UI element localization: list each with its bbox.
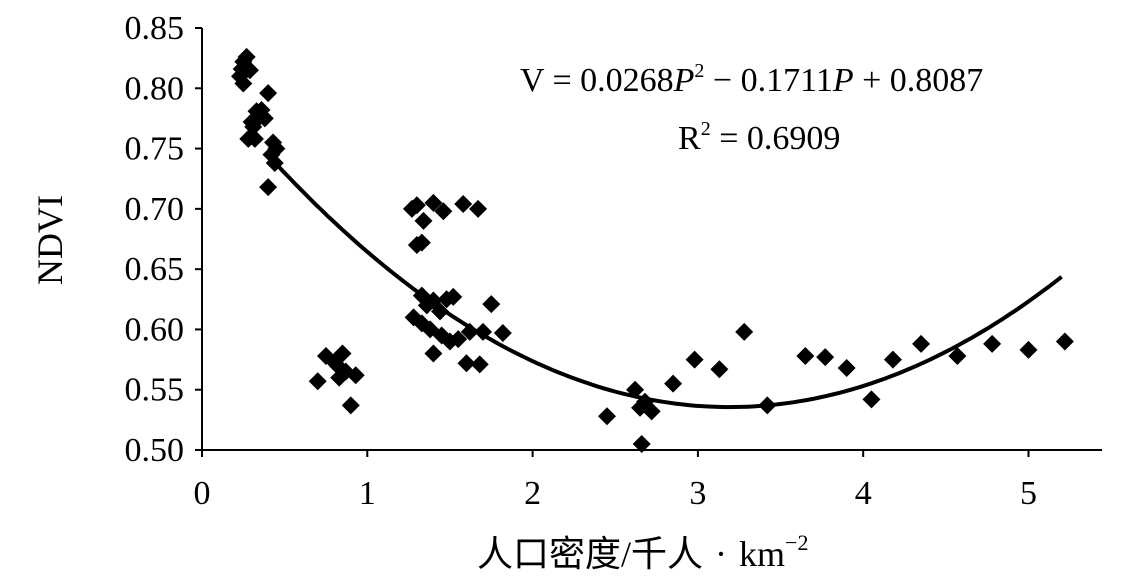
data-point [308, 372, 327, 391]
data-point [444, 287, 463, 306]
x-tick-label: 1 [359, 475, 376, 512]
y-tick-label: 0.85 [125, 10, 185, 47]
data-point [482, 295, 501, 314]
data-point [862, 390, 881, 409]
data-point [449, 330, 468, 349]
data-point [259, 178, 278, 197]
data-point [245, 129, 264, 148]
x-tick-label: 0 [194, 475, 211, 512]
data-point [948, 346, 967, 365]
data-point [424, 344, 443, 363]
data-point [642, 402, 661, 421]
data-point [454, 195, 473, 214]
y-tick-label: 0.50 [125, 432, 185, 469]
data-point [434, 202, 453, 221]
data-point [240, 61, 259, 80]
data-point [259, 84, 278, 103]
data-point [983, 334, 1002, 353]
y-axis-label: NDVI [30, 195, 70, 285]
data-point [710, 360, 729, 379]
data-point [597, 407, 616, 426]
r-squared-annotation: R2 = 0.6909 [678, 118, 840, 157]
fit-curve [274, 162, 1063, 410]
data-point [837, 359, 856, 378]
data-point [796, 346, 815, 365]
y-tick-label: 0.55 [125, 372, 185, 409]
data-point [414, 211, 433, 230]
data-point [883, 350, 902, 369]
x-tick-label: 3 [689, 475, 706, 512]
data-point [912, 334, 931, 353]
data-points [231, 47, 1074, 453]
data-point [244, 117, 263, 136]
y-tick-label: 0.75 [125, 131, 185, 168]
y-tick-label: 0.65 [125, 251, 185, 288]
y-tick-label: 0.70 [125, 191, 185, 228]
data-point [685, 350, 704, 369]
data-point [346, 366, 365, 385]
y-tick-label: 0.60 [125, 311, 185, 348]
data-point [735, 322, 754, 341]
equation-annotation: V = 0.0268P2 − 0.1711P + 0.8087 [520, 60, 983, 99]
data-point [341, 396, 360, 415]
x-tick-label: 4 [855, 475, 872, 512]
axes [201, 28, 1102, 451]
data-point [816, 348, 835, 367]
y-tick-label: 0.80 [125, 70, 185, 107]
data-point [424, 193, 443, 212]
x-tick-label: 5 [1020, 475, 1037, 512]
data-point [470, 355, 489, 374]
data-point [407, 196, 426, 215]
x-axis-label: 人口密度/千人 · km−2 [477, 530, 808, 574]
data-point [1019, 340, 1038, 359]
data-point [1055, 332, 1074, 351]
x-tick-label: 2 [524, 475, 541, 512]
data-point [469, 199, 488, 218]
data-point [460, 322, 479, 341]
data-point [632, 434, 651, 453]
data-point [412, 233, 431, 252]
data-point [493, 324, 512, 343]
data-point [255, 109, 274, 128]
data-point [330, 368, 349, 387]
data-point [664, 374, 683, 393]
data-point [457, 354, 476, 373]
data-point [234, 74, 253, 93]
ticks: 0.50 0.55 0.60 0.65 0.70 0.75 0.80 0.85 0 1 2 3 4 5 [125, 10, 1038, 512]
